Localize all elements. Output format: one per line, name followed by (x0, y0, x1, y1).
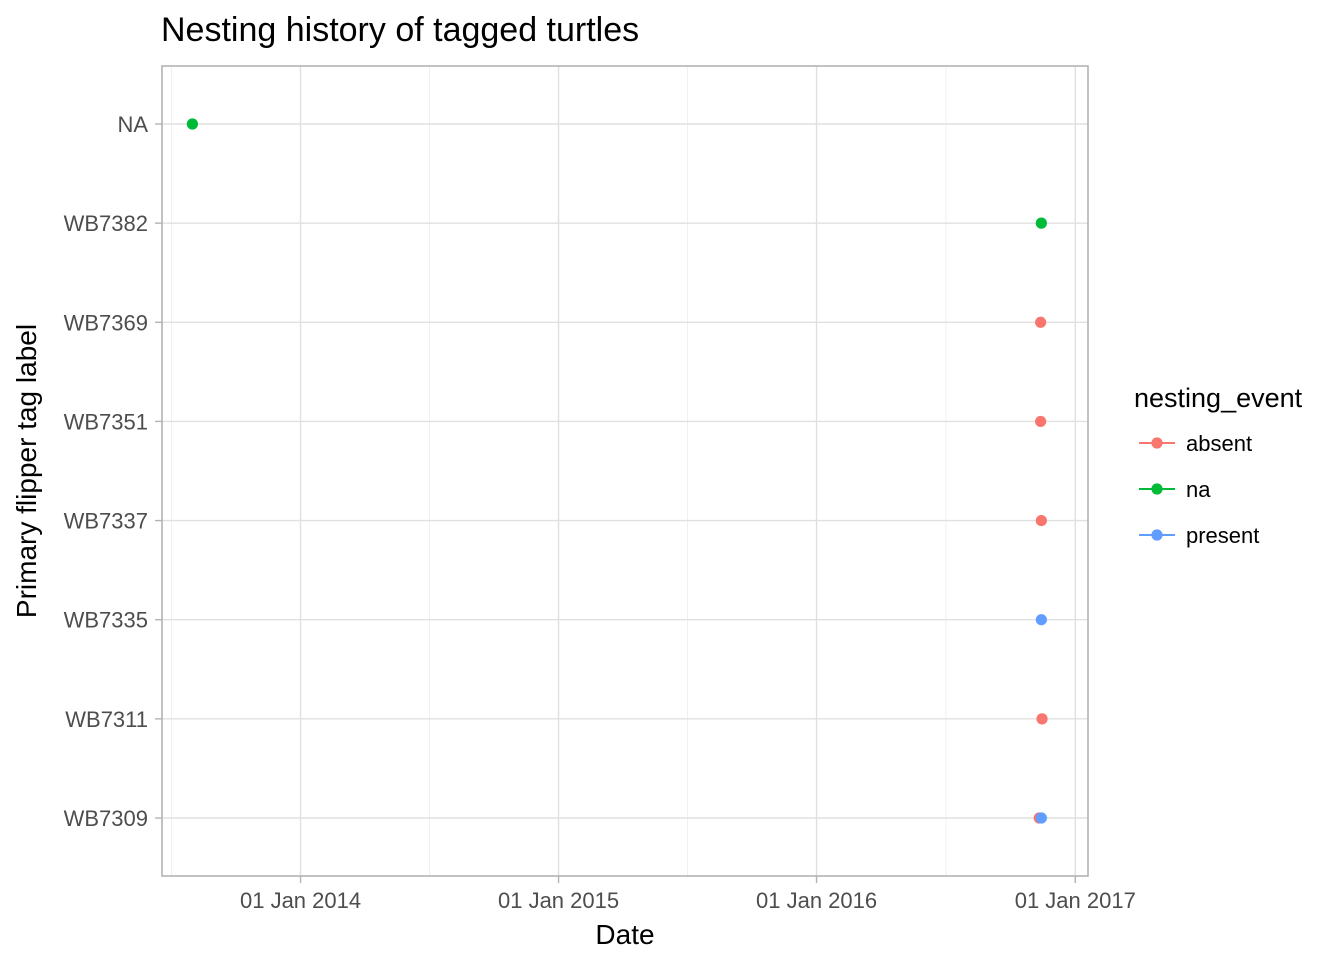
legend-label-present: present (1186, 523, 1259, 548)
point-absent-wb7337 (1035, 514, 1047, 527)
x-axis: 01 Jan 2014 01 Jan 2015 01 Jan 2016 01 Jan … (240, 876, 1136, 913)
y-tick-label-wb7309: WB7309 (64, 806, 148, 831)
y-tick-label-wb7382: WB7382 (64, 211, 148, 236)
point-absent-wb7351 (1035, 415, 1047, 428)
grid (162, 66, 1088, 876)
y-tick-label-wb7351: WB7351 (64, 409, 148, 434)
point-present-wb7335 (1035, 614, 1047, 626)
x-tick-label-01-jan-2016: 01 Jan 2016 (756, 888, 877, 913)
point-absent-wb7369 (1035, 316, 1047, 328)
y-axis: WB7309 WB7311 WB7335 WB7337 WB7351 WB7369 WB73… (64, 112, 162, 831)
x-axis-title: Date (595, 919, 654, 950)
legend-label-na: na (1186, 477, 1211, 502)
x-tick-label-01-jan-2017: 01 Jan 2017 (1015, 888, 1136, 913)
legend-title: nesting_event (1134, 383, 1303, 413)
point-absent-wb7311 (1036, 713, 1048, 725)
legend: nesting_event absent na present (1134, 383, 1303, 548)
chart-title: Nesting history of tagged turtles (161, 11, 639, 49)
y-tick-label-wb7337: WB7337 (64, 509, 148, 534)
legend-key-point-absent (1151, 437, 1163, 449)
data-points (186, 118, 1048, 824)
legend-label-absent: absent (1186, 431, 1252, 456)
legend-key-point-present (1151, 529, 1163, 541)
plot-panel (161, 65, 1089, 877)
point-present-wb7309 (1035, 812, 1047, 824)
y-tick-label-na: NA (117, 112, 148, 137)
legend-key-point-na (1151, 483, 1163, 495)
y-tick-label-wb7311: WB7311 (65, 707, 148, 732)
y-axis-title: Primary flipper tag label (11, 324, 42, 618)
y-tick-label-wb7335: WB7335 (64, 608, 148, 633)
point-na-na (186, 118, 198, 130)
x-tick-label-01-jan-2014: 01 Jan 2014 (240, 888, 361, 913)
point-na-wb7382 (1035, 217, 1047, 229)
y-tick-label-wb7369: WB7369 (64, 310, 148, 335)
x-tick-label-01-jan-2015: 01 Jan 2015 (498, 888, 619, 913)
